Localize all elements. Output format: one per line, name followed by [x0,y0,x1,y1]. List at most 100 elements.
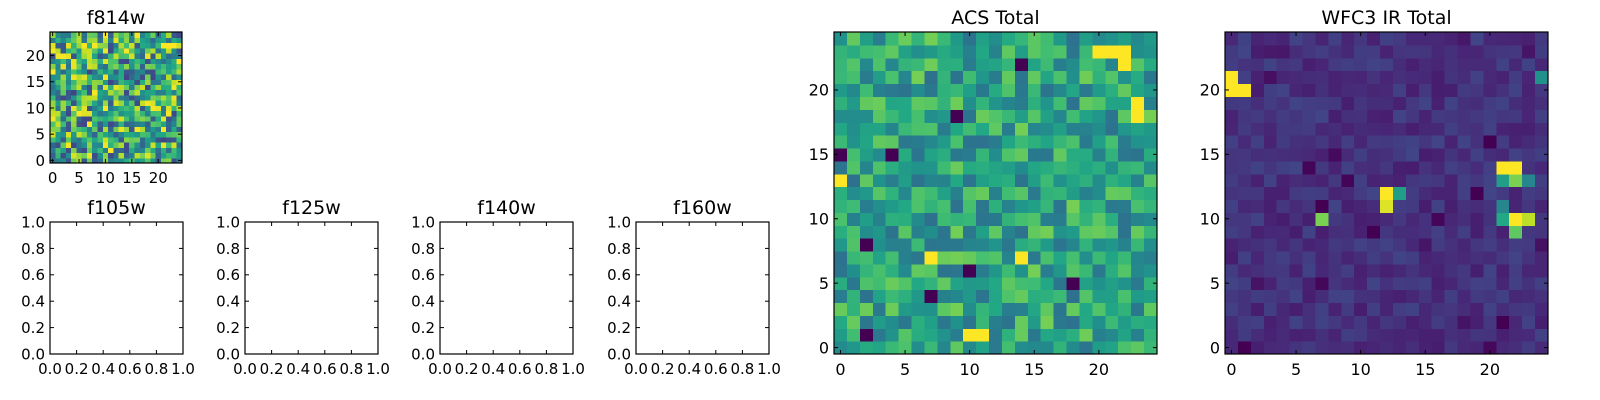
heatmap-cell [102,121,109,127]
heatmap-cell [139,147,146,154]
heatmap-cell [1053,96,1068,110]
heatmap-cell [1405,135,1420,149]
heatmap-cell [150,94,157,101]
heatmap-cell [108,89,114,96]
heatmap-cell [76,131,83,138]
heatmap-cell [911,83,926,97]
heatmap-cell [1040,83,1055,97]
heatmap-cell [1496,32,1510,46]
heatmap-cell [1444,238,1459,252]
heatmap-cell [166,147,173,154]
heatmap-cell [108,68,114,75]
heatmap-cell [898,83,913,97]
heatmap-cell [1079,250,1093,265]
heatmap-cell [1418,122,1433,136]
heatmap-cell [1496,302,1510,316]
heatmap-cell [1225,70,1239,85]
heatmap-cell [1131,160,1145,175]
heatmap-cell [1053,160,1068,175]
heatmap-cell [1053,83,1068,97]
heatmap-cell [898,44,913,59]
heatmap-cell [102,136,109,143]
heatmap-cell [76,58,83,65]
heatmap-cell [1250,328,1265,342]
heatmap-cell [108,131,114,138]
heatmap-cell [71,47,77,54]
heatmap-cell [1354,212,1368,226]
y-tick-label: 0.0 [607,345,631,363]
heatmap-cell [176,42,183,49]
heatmap-cell [1027,147,1042,162]
heatmap-cell [1431,315,1446,329]
heatmap-cell [1066,341,1081,355]
heatmap-cell [176,147,183,154]
heatmap-cell [846,109,861,123]
heatmap-cell [1522,57,1536,72]
heatmap-cell [50,110,56,117]
heatmap-cell [1380,109,1394,123]
heatmap-cell [171,73,178,80]
heatmap-cell [872,341,887,355]
heatmap-cell [1289,135,1304,149]
heatmap-cell [1535,57,1549,72]
heatmap-cell [71,136,77,143]
heatmap-cell [1276,341,1291,355]
heatmap-cell [937,109,951,123]
y-tick-label: 5 [819,274,829,293]
heatmap-cell [145,147,151,154]
heatmap-cell [166,100,173,106]
heatmap-cell [108,115,114,122]
heatmap-cell [76,63,83,70]
heatmap-cell [963,199,977,213]
heatmap-cell [911,212,926,226]
heatmap-cell [160,157,167,164]
heatmap-cell [1263,32,1278,46]
heatmap-cell [1066,315,1081,329]
heatmap-cell [1014,160,1029,175]
heatmap-cell [1328,44,1342,59]
heatmap-cell [134,136,141,143]
heatmap-cell [976,302,990,316]
heatmap-cell [846,212,861,226]
heatmap-cell [155,89,162,96]
heatmap-cell [1367,70,1381,85]
heatmap-cell [1328,83,1342,97]
heatmap-cell [1001,96,1016,110]
heatmap-cell [1483,289,1497,304]
heatmap-cell [1066,238,1081,252]
heatmap-cell [160,79,167,85]
heatmap-cell [989,315,1003,329]
heatmap-cell [1144,276,1158,291]
heatmap-cell [65,89,72,96]
heatmap-cell [129,136,136,143]
heatmap-cell [160,110,167,117]
heatmap-cell [1237,225,1252,239]
heatmap-cell [885,70,900,85]
heatmap-cell [1496,328,1510,342]
heatmap-cell [1457,276,1472,291]
y-tick-label: 0.4 [607,293,631,311]
heatmap-cell [113,100,120,106]
heatmap-cell [1328,70,1342,85]
heatmap-cell [1535,199,1549,213]
heatmap-cell [1457,315,1472,329]
heatmap-cell [76,68,83,75]
heatmap-cell [1118,96,1132,110]
heatmap-cell [1341,186,1355,201]
heatmap-cell [963,135,977,149]
heatmap-cell [123,147,130,154]
heatmap-cell [963,341,977,355]
heatmap-cell [976,147,990,162]
heatmap-cell [976,250,990,265]
heatmap-cell [1354,83,1368,97]
heatmap-cell [1354,186,1368,201]
heatmap-cell [924,96,938,110]
heatmap-cell [171,147,178,154]
heatmap-cell [976,109,990,123]
heatmap-cell [1131,173,1145,188]
heatmap-cell [1001,70,1016,85]
y-tick-label: 0.8 [411,240,435,258]
heatmap-cell [1483,44,1497,59]
heatmap-cell [108,84,114,91]
heatmap-cell [1405,250,1420,265]
